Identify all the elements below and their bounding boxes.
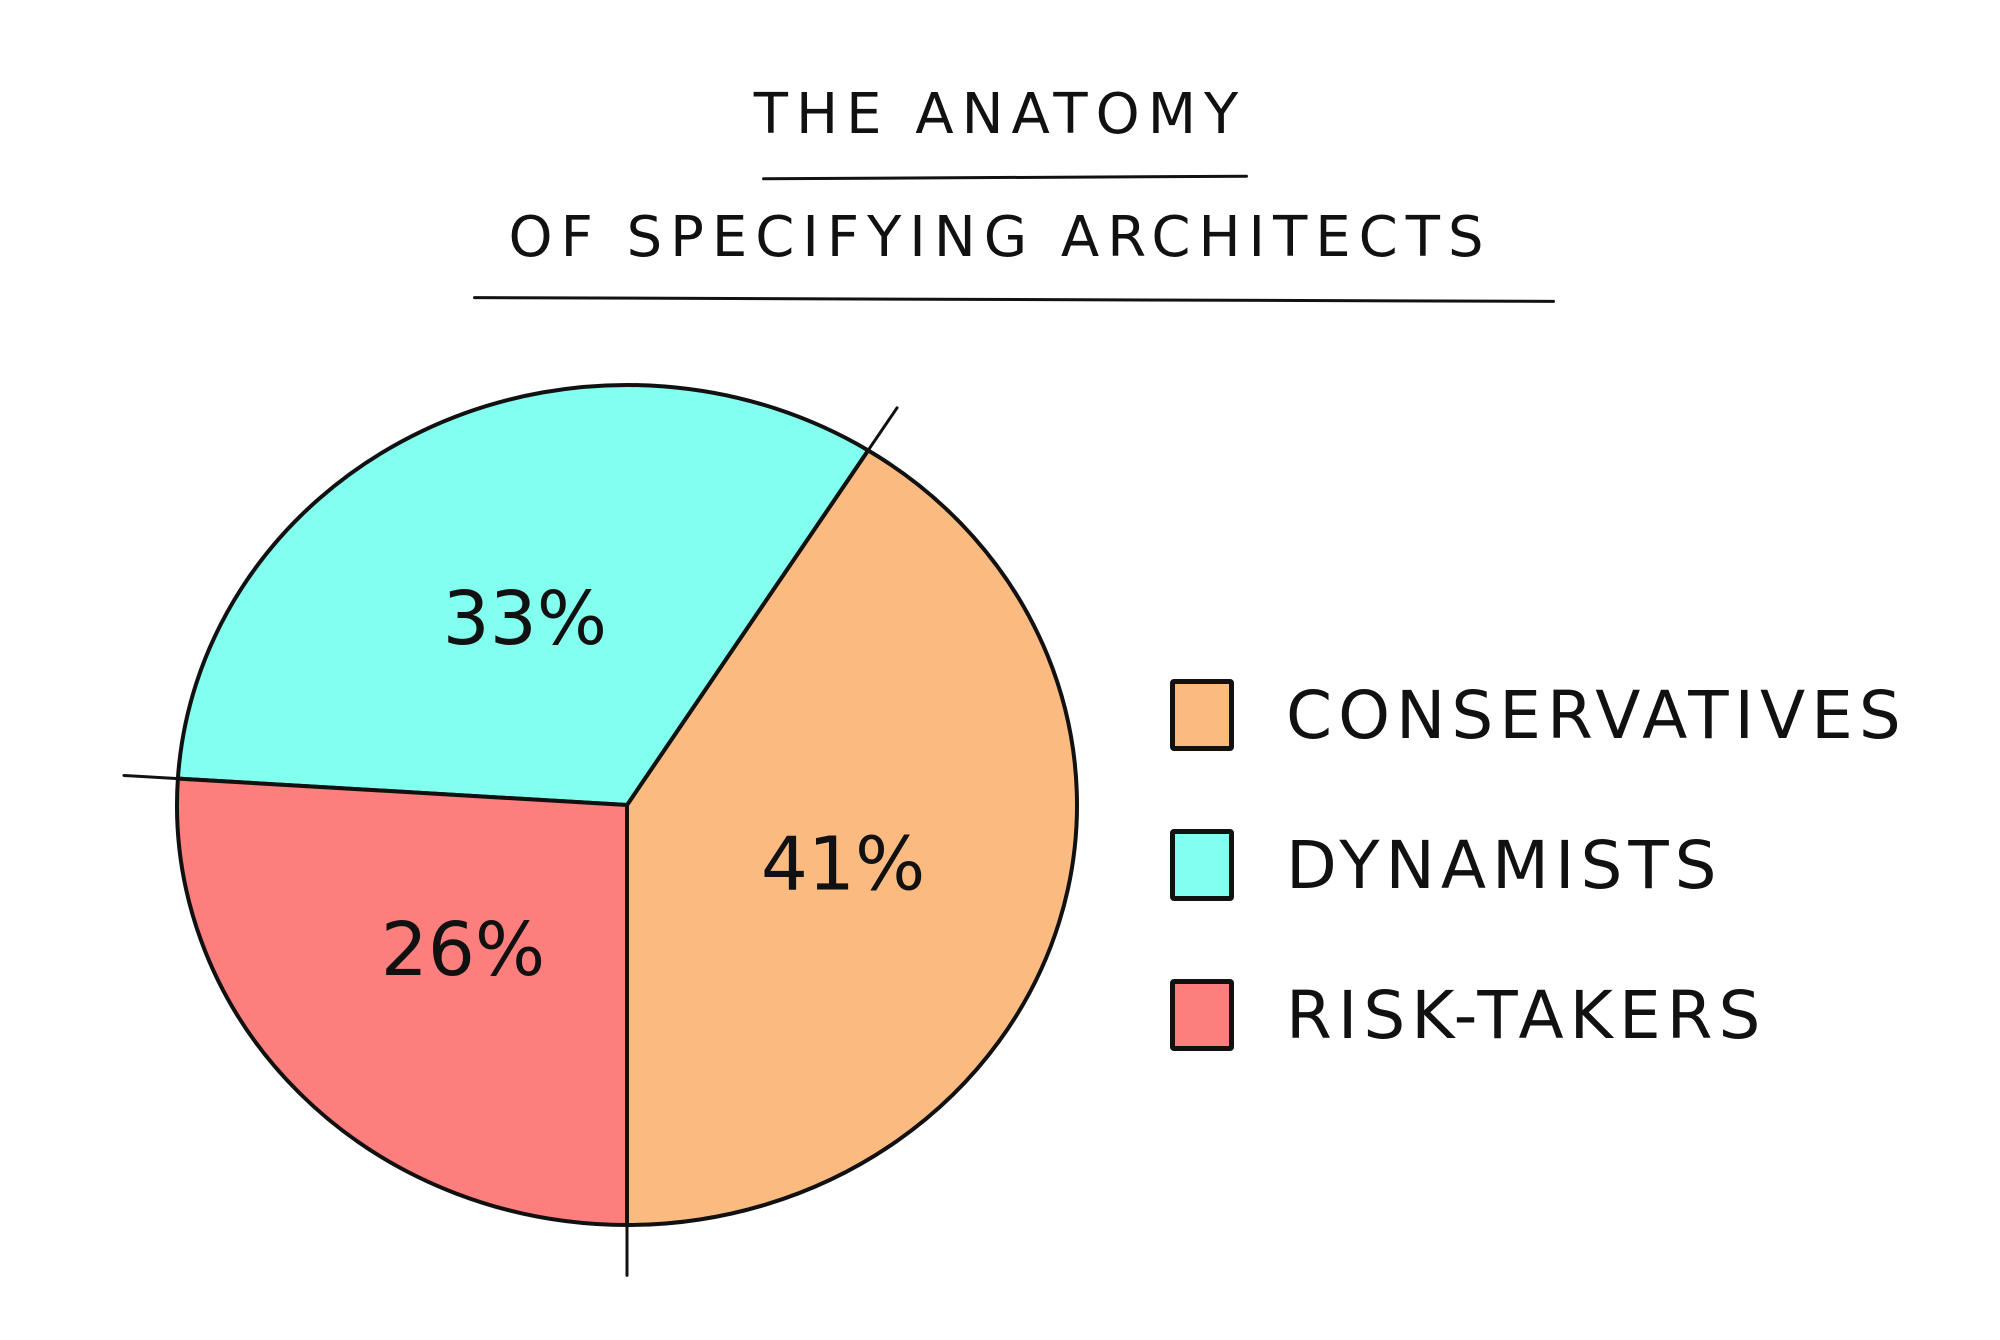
legend-item-dynamists: Dynamists <box>1170 790 1907 940</box>
slice-divider-3 <box>122 773 629 807</box>
pie-label-conservatives: 41% <box>761 822 925 908</box>
pie-label-risk-takers: 26% <box>381 907 545 993</box>
pie-slice-conservatives <box>625 448 1079 1227</box>
legend: Conservatives Dynamists Risk-takers <box>1170 640 1907 1090</box>
pie-slice-dynamists <box>175 383 871 807</box>
legend-item-risk-takers: Risk-takers <box>1170 940 1907 1090</box>
legend-swatch-dynamists <box>1170 829 1234 901</box>
legend-swatch-risk-takers <box>1170 979 1234 1051</box>
legend-label-risk-takers: Risk-takers <box>1286 976 1767 1054</box>
legend-swatch-conservatives <box>1170 679 1234 751</box>
chart-title-line-1: The Anatomy <box>753 82 1247 147</box>
legend-item-conservatives: Conservatives <box>1170 640 1907 790</box>
slice-divider-2 <box>625 406 899 807</box>
legend-label-conservatives: Conservatives <box>1286 676 1907 754</box>
pie-label-dynamists: 33% <box>443 576 607 662</box>
legend-label-dynamists: Dynamists <box>1286 826 1723 904</box>
pie-slice-risk-takers <box>175 776 629 1227</box>
chart-title-line-2: Of Specifying Architects <box>508 205 1492 270</box>
